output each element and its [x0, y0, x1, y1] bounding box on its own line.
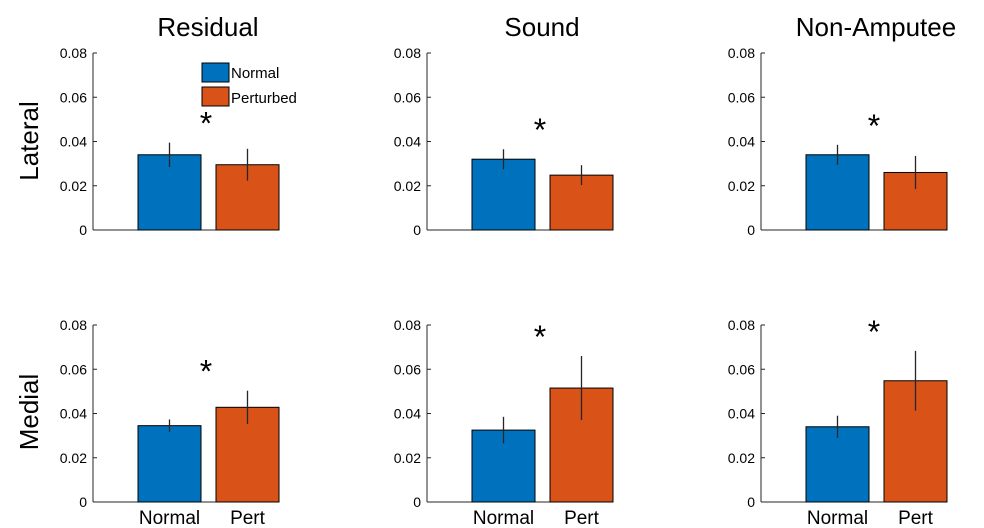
y-tick-label: 0.02 [728, 178, 755, 194]
column-title-residual: Residual [157, 12, 258, 42]
significance-marker: * [868, 108, 880, 144]
y-tick-label: 0 [413, 494, 421, 510]
column-title-sound: Sound [504, 12, 579, 42]
y-tick-label: 0.08 [394, 45, 421, 61]
panel-lateral-non-amputee: 0 0.02 0.04 0.06 0.08 * [728, 45, 947, 238]
significance-marker: * [200, 354, 212, 390]
y-tick-label: 0.06 [394, 361, 421, 377]
y-tick-label: 0.08 [728, 317, 755, 333]
legend: Normal Perturbed [202, 63, 297, 107]
y-tick-label: 0.02 [394, 178, 421, 194]
x-tick-label-pert: Pert [230, 508, 266, 528]
y-tick-label: 0.06 [728, 89, 755, 105]
bar-normal [138, 426, 201, 502]
panel-lateral-sound: 0 0.02 0.04 0.06 0.08 * [394, 45, 613, 238]
column-titles: Residual Sound Non-Amputee [157, 12, 956, 42]
y-tick-label: 0.06 [394, 89, 421, 105]
x-tick-label-normal: Normal [807, 508, 868, 528]
y-tick-label: 0.06 [728, 361, 755, 377]
significance-marker: * [534, 112, 546, 148]
y-tick-label: 0.06 [60, 89, 87, 105]
y-tick-label: 0 [413, 222, 421, 238]
x-tick-label-pert: Pert [898, 508, 934, 528]
y-tick-label: 0.08 [728, 45, 755, 61]
x-tick-label-normal: Normal [473, 508, 534, 528]
y-tick-label: 0 [79, 222, 87, 238]
panel-medial-sound: 0 0.02 0.04 0.06 0.08 * Normal Pert [394, 317, 613, 528]
y-tick-label: 0.04 [728, 134, 755, 150]
bar-normal [806, 427, 869, 502]
significance-marker: * [868, 314, 880, 350]
y-tick-label: 0 [79, 494, 87, 510]
significance-marker: * [534, 319, 546, 355]
x-tick-label-pert: Pert [564, 508, 600, 528]
legend-label-normal: Normal [231, 65, 279, 82]
row-label-medial: Medial [14, 374, 44, 451]
y-tick-label: 0.02 [60, 450, 87, 466]
y-tick-label: 0 [747, 494, 755, 510]
bar-normal [472, 159, 535, 230]
bar-normal [806, 155, 869, 230]
y-tick-label: 0.04 [60, 406, 87, 422]
legend-swatch-perturbed [202, 87, 229, 106]
panel-medial-residual: 0 0.02 0.04 0.06 0.08 * Normal Pert [60, 317, 279, 528]
panels: 0 0.02 0.04 0.06 0.08 * 0 0.02 0.04 0.06 0.08 * 0 0.0… [60, 45, 947, 528]
column-title-non-amputee: Non-Amputee [796, 12, 956, 42]
y-tick-label: 0.08 [60, 317, 87, 333]
y-tick-label: 0.08 [394, 317, 421, 333]
row-labels: Lateral Medial [14, 101, 44, 450]
y-tick-label: 0 [747, 222, 755, 238]
row-label-lateral: Lateral [14, 101, 44, 181]
x-tick-label-normal: Normal [139, 508, 200, 528]
y-tick-label: 0.04 [394, 134, 421, 150]
y-tick-label: 0.02 [728, 450, 755, 466]
legend-label-perturbed: Perturbed [231, 90, 297, 107]
legend-swatch-normal [202, 63, 229, 82]
y-tick-label: 0.08 [60, 45, 87, 61]
y-tick-label: 0.02 [394, 450, 421, 466]
y-tick-label: 0.06 [60, 361, 87, 377]
y-tick-label: 0.04 [60, 134, 87, 150]
y-tick-label: 0.04 [394, 406, 421, 422]
y-tick-label: 0.04 [728, 406, 755, 422]
significance-marker: * [200, 106, 212, 142]
panel-medial-non-amputee: 0 0.02 0.04 0.06 0.08 * Normal Pert [728, 314, 947, 528]
y-tick-label: 0.02 [60, 178, 87, 194]
